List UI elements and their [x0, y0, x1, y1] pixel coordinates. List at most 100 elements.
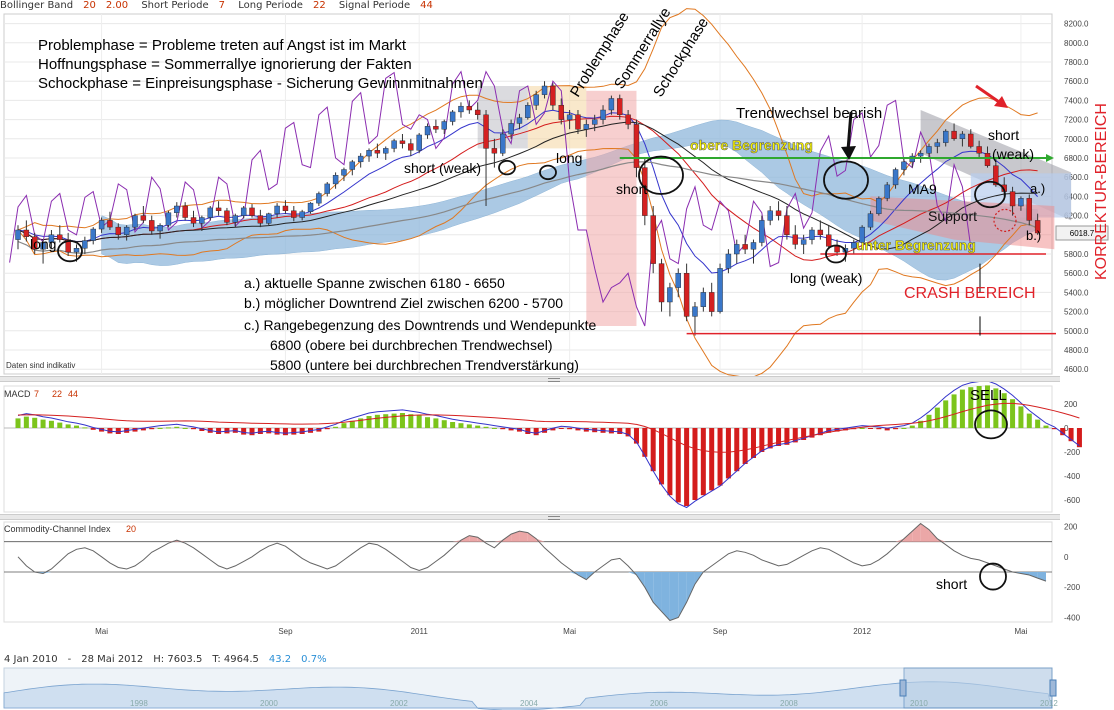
x-tick-label: Mai: [563, 627, 576, 636]
macd-bar: [1068, 428, 1074, 442]
candle-body: [784, 215, 790, 236]
range-low: T: 4964.5: [212, 654, 259, 665]
upper-boundary-label: obere Begrenzung: [690, 137, 813, 153]
candle-body: [57, 234, 63, 240]
signal-circle: [974, 180, 1006, 209]
macd-bar: [525, 428, 531, 434]
macd-bar: [893, 428, 899, 430]
macd-bar: [115, 428, 121, 434]
y-tick-label: 7600.0: [1064, 77, 1089, 86]
panel-separator-macd[interactable]: [0, 376, 1060, 382]
macd-bar: [550, 428, 556, 431]
trendwechsel-label: Trendwechsel bearish: [736, 105, 882, 122]
candle-body: [424, 126, 431, 136]
overview-year-label: 2008: [780, 699, 798, 708]
macd-bar: [867, 428, 873, 429]
macd-bar: [1010, 399, 1016, 428]
macd-bar: [32, 417, 38, 428]
candle-body: [257, 215, 264, 224]
candle-body: [190, 217, 197, 224]
candle-body: [291, 210, 297, 218]
macd-bar: [82, 427, 88, 429]
panel-separator-cci[interactable]: [0, 514, 1060, 520]
macd-bar: [333, 426, 339, 428]
candle-body: [667, 287, 673, 303]
candle-body: [742, 244, 748, 250]
macd-bar: [993, 388, 999, 428]
candle-body: [98, 220, 105, 230]
zone-b-label: b.): [1026, 228, 1041, 243]
note-c1: c.) Rangebegenzung des Downtrends und We…: [244, 317, 597, 333]
candle-body: [416, 134, 422, 151]
macd-line: [17, 380, 1080, 509]
macd-bar: [951, 394, 957, 428]
macd-bar: [1060, 428, 1066, 436]
cci-oversold-fill: [577, 572, 587, 580]
candle-body: [157, 224, 163, 232]
y-tick-label: 5000.0: [1064, 327, 1089, 336]
x-tick-label: Sep: [278, 627, 293, 636]
candle-body: [474, 109, 481, 116]
candle-body: [608, 98, 615, 111]
resistance-arrowhead: [1046, 154, 1054, 162]
lower-boundary-label: unter Begrenzung: [856, 237, 976, 253]
candle-body: [525, 104, 531, 118]
candle-body: [215, 207, 222, 211]
candle-body: [658, 263, 665, 303]
y-tick-label: 7200.0: [1064, 116, 1089, 125]
candle-body: [90, 228, 96, 241]
macd-bar: [165, 427, 171, 429]
cci-oversold-fill: [1029, 572, 1038, 579]
x-tick-label: 2012: [853, 627, 871, 636]
long-period-value: 22: [312, 0, 326, 11]
y-tick-label: 8200.0: [1064, 20, 1089, 29]
macd-bar: [1043, 425, 1049, 428]
macd-bar: [767, 428, 773, 449]
trendwechsel-arrow: [846, 111, 853, 151]
candle-body: [600, 109, 606, 120]
long-period-label: Long Periode: [238, 0, 303, 11]
y-tick-label: 6200.0: [1064, 212, 1089, 221]
overview-year-label: 2000: [260, 699, 278, 708]
short-period-label: Short Periode: [141, 0, 209, 11]
candle-body: [550, 85, 556, 106]
candle-body: [299, 211, 305, 218]
macd-bar: [558, 428, 564, 429]
signal-circle: [498, 159, 516, 176]
macd-bar: [909, 425, 915, 428]
macd-bar: [650, 428, 656, 472]
macd-tick-label: -200: [1064, 448, 1081, 457]
macd-bar: [934, 407, 940, 428]
candle-body: [717, 268, 723, 312]
candle-body: [107, 220, 113, 228]
macd-bar: [792, 428, 798, 443]
candle-body: [149, 220, 155, 232]
macd-bar: [383, 414, 389, 428]
candle-body: [625, 114, 631, 125]
range-start: 4 Jan 2010: [4, 654, 58, 665]
macd-tick-label: 0: [1064, 424, 1069, 433]
macd-bar: [575, 428, 581, 431]
macd-bar: [709, 428, 715, 491]
candle-body: [483, 114, 489, 149]
candle-body: [566, 114, 573, 120]
candle-body: [199, 217, 205, 224]
cci-oversold-fill: [644, 572, 654, 603]
range-change: 43.2: [268, 654, 292, 665]
macd-bar: [224, 428, 230, 434]
candle-body: [708, 292, 715, 312]
macd-bar: [483, 426, 489, 428]
signal-circle: [57, 240, 83, 263]
lagging-span: [9, 70, 972, 327]
macd-bar: [533, 428, 539, 436]
crash-label: CRASH BEREICH: [904, 285, 1036, 302]
cci-short-circle: [979, 562, 1007, 591]
candle-body: [617, 98, 623, 116]
macd-tick-label: -400: [1064, 472, 1081, 481]
cci-overbought-fill: [519, 531, 528, 542]
candle-body: [884, 184, 890, 199]
x-tick-label: Mai: [1014, 627, 1027, 636]
macd-bar: [391, 413, 397, 428]
macd-bar: [466, 424, 472, 428]
signal-weak-right: (weak): [992, 146, 1034, 162]
